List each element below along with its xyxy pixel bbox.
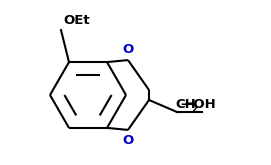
Text: —OH: —OH bbox=[180, 98, 216, 111]
Text: O: O bbox=[122, 43, 134, 56]
Text: OEt: OEt bbox=[63, 14, 90, 27]
Text: O: O bbox=[122, 134, 134, 147]
Text: CH: CH bbox=[175, 98, 196, 111]
Text: 2: 2 bbox=[191, 105, 197, 114]
